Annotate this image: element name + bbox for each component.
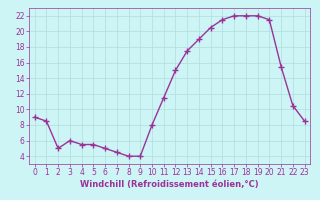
X-axis label: Windchill (Refroidissement éolien,°C): Windchill (Refroidissement éolien,°C) [80,180,259,189]
